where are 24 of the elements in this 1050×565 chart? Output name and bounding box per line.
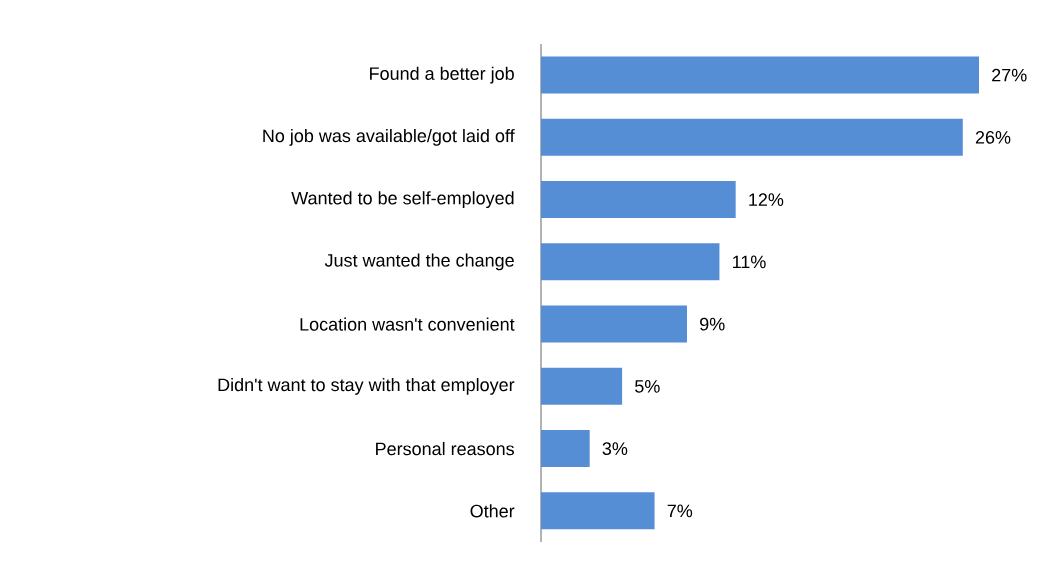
bar xyxy=(541,56,980,94)
bar xyxy=(541,243,720,281)
data-label: 7% xyxy=(667,504,693,518)
y-tick-label: Other xyxy=(470,504,515,518)
bar xyxy=(541,118,963,156)
y-tick-label: Personal reasons xyxy=(376,442,514,456)
bar xyxy=(541,305,688,343)
y-tick-label: Location wasn't convenient xyxy=(300,317,515,331)
data-label: 27% xyxy=(992,68,1027,82)
y-tick-label: Just wanted the change xyxy=(324,253,514,271)
bar xyxy=(541,430,590,468)
bar xyxy=(541,492,655,530)
data-label: 3% xyxy=(602,442,628,455)
y-tick-label: No job was available/got laid off xyxy=(263,128,515,146)
y-tick-label: Wanted to be self-employed xyxy=(291,191,514,208)
bar xyxy=(541,181,736,219)
data-label: 12% xyxy=(749,193,784,206)
bar xyxy=(541,367,623,405)
data-label: 26% xyxy=(975,131,1011,144)
data-label: 5% xyxy=(635,380,660,393)
data-label: 9% xyxy=(700,317,725,331)
y-tick-label: Found a better job xyxy=(370,66,514,84)
y-tick-label: Didn't want to stay with that employer xyxy=(218,377,515,395)
data-label: 11% xyxy=(733,255,766,269)
